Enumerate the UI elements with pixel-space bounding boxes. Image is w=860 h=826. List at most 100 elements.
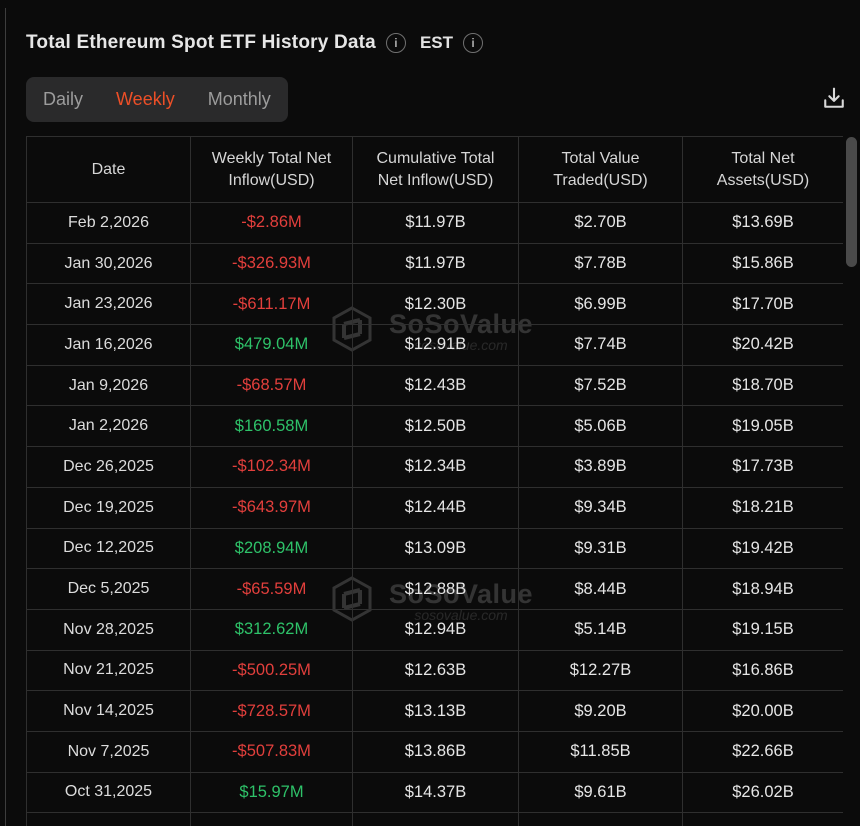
info-icon[interactable]: i bbox=[463, 33, 484, 53]
column-header: Total Net Assets(USD) bbox=[682, 136, 843, 203]
table-row: Feb 2,2026 -$2.86M $11.97B $2.70B $13.69B bbox=[26, 202, 843, 244]
column-header: Total Value Traded(USD) bbox=[518, 136, 683, 203]
date-cell: Dec 12,2025 bbox=[26, 527, 191, 570]
cumulative-cell: $12.63B bbox=[352, 649, 519, 692]
cumulative-cell: $12.30B bbox=[352, 283, 519, 326]
table-row: Nov 7,2025 -$507.83M $13.86B $11.85B $22.66B bbox=[26, 730, 843, 773]
date-cell: Nov 21,2025 bbox=[26, 649, 191, 692]
panel-edge-divider bbox=[5, 8, 6, 826]
traded-cell: $2.70B bbox=[518, 202, 683, 244]
assets-cell: $16.86B bbox=[682, 649, 843, 692]
assets-cell: $18.70B bbox=[682, 364, 843, 407]
traded-cell: $5.06B bbox=[518, 405, 683, 448]
traded-cell: $9.34B bbox=[518, 486, 683, 529]
date-cell: Jan 2,2026 bbox=[26, 405, 191, 448]
cumulative-cell: $13.13B bbox=[352, 690, 519, 732]
empty-cell bbox=[352, 812, 519, 826]
info-icon[interactable]: i bbox=[385, 33, 406, 53]
table-row: Dec 5,2025 -$65.59M $12.88B $8.44B $18.94B bbox=[26, 568, 843, 610]
cumulative-cell: $13.86B bbox=[352, 730, 519, 773]
table-row: Jan 16,2026 $479.04M $12.91B $7.74B $20.42B bbox=[26, 324, 843, 366]
column-header: Cumulative Total Net Inflow(USD) bbox=[352, 136, 519, 203]
table-row: Dec 19,2025 -$643.97M $12.44B $9.34B $18.21B bbox=[26, 486, 843, 529]
date-cell: Dec 19,2025 bbox=[26, 486, 191, 529]
empty-cell bbox=[518, 812, 683, 826]
traded-cell: $12.27B bbox=[518, 649, 683, 692]
traded-cell: $7.52B bbox=[518, 364, 683, 407]
etf-history-table: Date Weekly Total Net Inflow(USD) Cumulati… bbox=[26, 136, 843, 826]
timezone-label: EST bbox=[419, 33, 454, 52]
inflow-cell: -$507.83M bbox=[190, 730, 353, 773]
inflow-cell: $208.94M bbox=[190, 527, 353, 570]
assets-cell: $20.00B bbox=[682, 690, 843, 732]
card-header: Total Ethereum Spot ETF History Data i E… bbox=[26, 30, 860, 56]
traded-cell: $3.89B bbox=[518, 446, 683, 488]
vertical-scrollbar-thumb[interactable] bbox=[846, 137, 857, 267]
inflow-cell: $479.04M bbox=[190, 324, 353, 366]
inflow-cell: -$728.57M bbox=[190, 690, 353, 732]
cumulative-cell: $13.09B bbox=[352, 527, 519, 570]
table-row: Jan 2,2026 $160.58M $12.50B $5.06B $19.05B bbox=[26, 405, 843, 448]
table-row bbox=[26, 812, 843, 826]
table-row: Nov 28,2025 $312.62M $12.94B $5.14B $19.15B bbox=[26, 608, 843, 651]
date-cell: Jan 16,2026 bbox=[26, 324, 191, 366]
table-row: Dec 26,2025 -$102.34M $12.34B $3.89B $17.73B bbox=[26, 446, 843, 488]
assets-cell: $18.21B bbox=[682, 486, 843, 529]
inflow-cell: -$643.97M bbox=[190, 486, 353, 529]
cumulative-cell: $12.88B bbox=[352, 568, 519, 610]
assets-cell: $26.02B bbox=[682, 771, 843, 814]
cumulative-cell: $12.91B bbox=[352, 324, 519, 366]
empty-cell bbox=[682, 812, 843, 826]
inflow-cell: -$68.57M bbox=[190, 364, 353, 407]
assets-cell: $19.15B bbox=[682, 608, 843, 651]
tab-monthly[interactable]: Monthly bbox=[207, 89, 271, 109]
page-title: Total Ethereum Spot ETF History Data bbox=[26, 32, 376, 53]
table-row: Nov 14,2025 -$728.57M $13.13B $9.20B $20.00B bbox=[26, 690, 843, 732]
table-row: Jan 30,2026 -$326.93M $11.97B $7.78B $15.86B bbox=[26, 242, 843, 285]
traded-cell: $6.99B bbox=[518, 283, 683, 326]
cumulative-cell: $12.43B bbox=[352, 364, 519, 407]
date-cell: Dec 5,2025 bbox=[26, 568, 191, 610]
assets-cell: $17.70B bbox=[682, 283, 843, 326]
cumulative-cell: $12.50B bbox=[352, 405, 519, 448]
cumulative-cell: $12.44B bbox=[352, 486, 519, 529]
interval-tabs: Daily Weekly Monthly bbox=[26, 77, 288, 122]
inflow-cell: -$65.59M bbox=[190, 568, 353, 610]
download-button[interactable] bbox=[820, 84, 848, 115]
download-icon bbox=[820, 84, 848, 115]
date-cell: Oct 31,2025 bbox=[26, 771, 191, 814]
date-cell: Jan 23,2026 bbox=[26, 283, 191, 326]
table-row: Nov 21,2025 -$500.25M $12.63B $12.27B $16.86… bbox=[26, 649, 843, 692]
inflow-cell: $15.97M bbox=[190, 771, 353, 814]
assets-cell: $20.42B bbox=[682, 324, 843, 366]
cumulative-cell: $14.37B bbox=[352, 771, 519, 814]
date-cell: Nov 7,2025 bbox=[26, 730, 191, 773]
empty-cell bbox=[190, 812, 353, 826]
traded-cell: $7.74B bbox=[518, 324, 683, 366]
table-row: Dec 12,2025 $208.94M $13.09B $9.31B $19.42B bbox=[26, 527, 843, 570]
date-cell: Dec 26,2025 bbox=[26, 446, 191, 488]
date-cell: Nov 28,2025 bbox=[26, 608, 191, 651]
inflow-cell: -$102.34M bbox=[190, 446, 353, 488]
tab-daily[interactable]: Daily bbox=[43, 89, 84, 109]
inflow-cell: $160.58M bbox=[190, 405, 353, 448]
assets-cell: $19.05B bbox=[682, 405, 843, 448]
inflow-cell: -$2.86M bbox=[190, 202, 353, 244]
table-row: Oct 31,2025 $15.97M $14.37B $9.61B $26.02B bbox=[26, 771, 843, 814]
assets-cell: $15.86B bbox=[682, 242, 843, 285]
assets-cell: $19.42B bbox=[682, 527, 843, 570]
traded-cell: $7.78B bbox=[518, 242, 683, 285]
traded-cell: $8.44B bbox=[518, 568, 683, 610]
cumulative-cell: $12.94B bbox=[352, 608, 519, 651]
traded-cell: $9.31B bbox=[518, 527, 683, 570]
tab-weekly[interactable]: Weekly bbox=[116, 89, 175, 109]
table-container: SoSoValue sosovalue.com SoSoValue sosova… bbox=[26, 136, 843, 826]
traded-cell: $5.14B bbox=[518, 608, 683, 651]
date-cell: Feb 2,2026 bbox=[26, 202, 191, 244]
date-cell: Nov 14,2025 bbox=[26, 690, 191, 732]
cumulative-cell: $12.34B bbox=[352, 446, 519, 488]
column-header: Weekly Total Net Inflow(USD) bbox=[190, 136, 353, 203]
cumulative-cell: $11.97B bbox=[352, 242, 519, 285]
table-row: Jan 9,2026 -$68.57M $12.43B $7.52B $18.70B bbox=[26, 364, 843, 407]
